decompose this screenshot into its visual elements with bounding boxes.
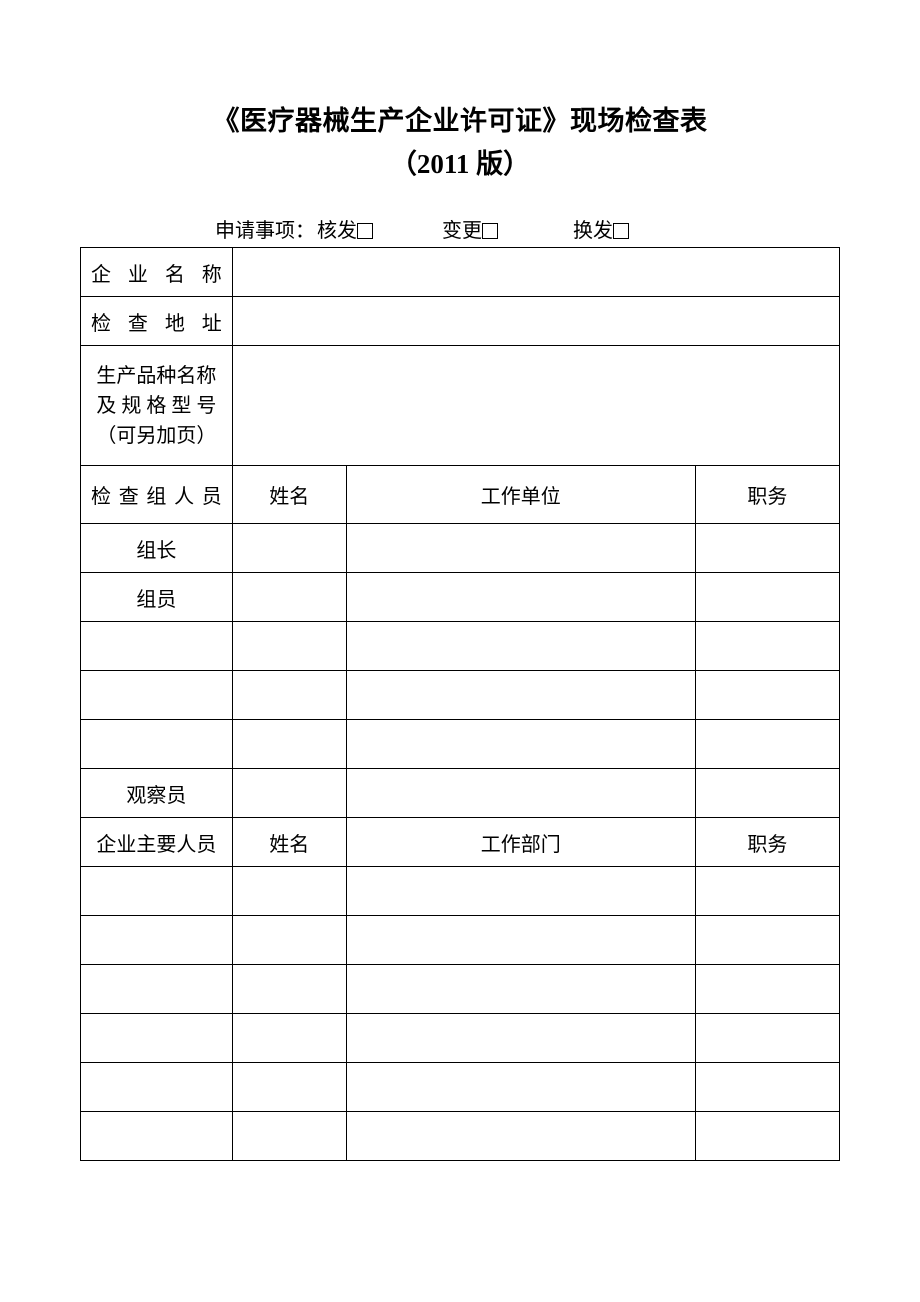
field-member2-position[interactable] (695, 622, 839, 671)
field-staff1-position[interactable] (695, 867, 839, 916)
field-address[interactable] (232, 297, 839, 346)
field-staff4-name[interactable] (232, 1014, 346, 1063)
label-product-spec: 生产品种名称 及 规 格 型 号 （可另加页） (81, 346, 233, 466)
inspection-table: 企 业 名 称 检 查 地 址 生产品种名称 及 规 格 型 号 （可另加页） … (80, 247, 840, 1161)
apply-prefix: 申请事项： (215, 220, 315, 242)
field-staff3-role[interactable] (81, 965, 233, 1014)
apply-opt2-label: 变更 (442, 220, 482, 242)
field-staff1-dept[interactable] (346, 867, 695, 916)
label-address: 检 查 地 址 (81, 297, 233, 346)
field-staff1-name[interactable] (232, 867, 346, 916)
field-staff6-role[interactable] (81, 1112, 233, 1161)
field-member4-name[interactable] (232, 720, 346, 769)
label-member: 组员 (81, 573, 233, 622)
field-leader-workplace[interactable] (346, 524, 695, 573)
field-member4-position[interactable] (695, 720, 839, 769)
field-member4-workplace[interactable] (346, 720, 695, 769)
field-member3-workplace[interactable] (346, 671, 695, 720)
field-staff6-name[interactable] (232, 1112, 346, 1161)
field-staff3-position[interactable] (695, 965, 839, 1014)
field-staff5-name[interactable] (232, 1063, 346, 1112)
field-member3-position[interactable] (695, 671, 839, 720)
label-company-name: 企 业 名 称 (81, 248, 233, 297)
field-staff4-position[interactable] (695, 1014, 839, 1063)
field-staff2-name[interactable] (232, 916, 346, 965)
field-member2-workplace[interactable] (346, 622, 695, 671)
field-staff2-role[interactable] (81, 916, 233, 965)
label-leader: 组长 (81, 524, 233, 573)
title-line1: 《医疗器械生产企业许可证》现场检查表 (80, 100, 840, 143)
checkbox-issue[interactable] (357, 223, 373, 239)
field-leader-name[interactable] (232, 524, 346, 573)
field-staff5-position[interactable] (695, 1063, 839, 1112)
field-staff2-position[interactable] (695, 916, 839, 965)
field-observer-workplace[interactable] (346, 769, 695, 818)
apply-opt1-label: 核发 (317, 220, 357, 242)
field-member4-label[interactable] (81, 720, 233, 769)
field-staff3-name[interactable] (232, 965, 346, 1014)
label-observer: 观察员 (81, 769, 233, 818)
field-staff4-role[interactable] (81, 1014, 233, 1063)
field-member3-label[interactable] (81, 671, 233, 720)
header-department: 工作部门 (346, 818, 695, 867)
field-member2-name[interactable] (232, 622, 346, 671)
field-member2-label[interactable] (81, 622, 233, 671)
header-name-2: 姓名 (232, 818, 346, 867)
field-staff3-dept[interactable] (346, 965, 695, 1014)
field-member1-name[interactable] (232, 573, 346, 622)
header-workplace: 工作单位 (346, 466, 695, 524)
field-observer-name[interactable] (232, 769, 346, 818)
header-name-1: 姓名 (232, 466, 346, 524)
field-member1-workplace[interactable] (346, 573, 695, 622)
label-company-staff: 企业主要人员 (81, 818, 233, 867)
header-position-2: 职务 (695, 818, 839, 867)
field-staff5-role[interactable] (81, 1063, 233, 1112)
header-position-1: 职务 (695, 466, 839, 524)
field-staff4-dept[interactable] (346, 1014, 695, 1063)
label-inspectors: 检 查 组 人 员 (81, 466, 233, 524)
field-staff2-dept[interactable] (346, 916, 695, 965)
apply-opt3-label: 换发 (573, 220, 613, 242)
field-observer-position[interactable] (695, 769, 839, 818)
field-staff6-dept[interactable] (346, 1112, 695, 1161)
apply-line: 申请事项：核发 变更 换发 (80, 214, 840, 243)
field-staff6-position[interactable] (695, 1112, 839, 1161)
field-staff5-dept[interactable] (346, 1063, 695, 1112)
field-product-spec[interactable] (232, 346, 839, 466)
field-member1-position[interactable] (695, 573, 839, 622)
field-company-name[interactable] (232, 248, 839, 297)
checkbox-change[interactable] (482, 223, 498, 239)
field-member3-name[interactable] (232, 671, 346, 720)
title-line2: （2011 版） (80, 143, 840, 186)
field-staff1-role[interactable] (81, 867, 233, 916)
checkbox-renew[interactable] (613, 223, 629, 239)
field-leader-position[interactable] (695, 524, 839, 573)
